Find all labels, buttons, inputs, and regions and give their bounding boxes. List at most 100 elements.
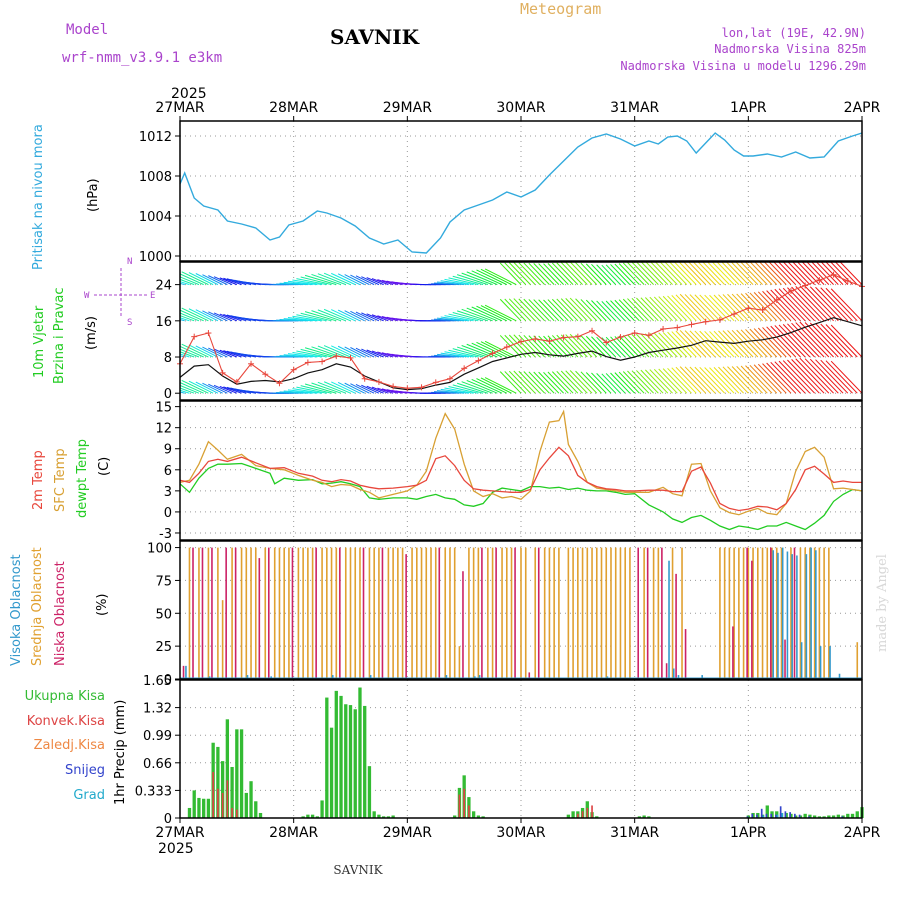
ytick-label-clouds: 75 <box>155 574 172 589</box>
snow-bar <box>751 813 754 818</box>
ytick-label-precip: 0 <box>164 812 172 827</box>
total-precip-bar <box>230 766 234 818</box>
xtick-label-top: 31MAR <box>610 100 659 116</box>
pressure-line <box>179 132 863 254</box>
snow-bar <box>756 814 758 818</box>
total-precip-bar <box>187 807 192 818</box>
temp-ylabel-sfc: SFC Temp <box>53 448 68 512</box>
cloud-ylabel-low: Niska Oblacnost <box>53 561 68 666</box>
total-precip-bar <box>320 800 324 818</box>
dewpoint-line <box>179 462 863 531</box>
total-precip-bar <box>216 746 220 818</box>
total-precip-bar <box>372 811 376 818</box>
total-precip-bar <box>822 816 826 818</box>
total-precip-bar <box>481 816 485 818</box>
xtick-label-top: 28MAR <box>269 100 318 116</box>
total-precip-bar <box>339 695 343 818</box>
total-precip-bar <box>358 687 362 818</box>
xtick-label-bottom: 1APR <box>730 825 767 841</box>
total-precip-bar <box>306 814 310 818</box>
snow-bar <box>794 813 796 818</box>
total-precip-bar <box>344 704 348 818</box>
xtick-label-bottom: 29MAR <box>383 825 432 841</box>
convective-precip-bar <box>577 813 579 818</box>
convective-precip-bar <box>231 807 233 818</box>
xtick-label-top: 30MAR <box>496 100 545 116</box>
ytick-label-temperature: 6 <box>164 464 172 479</box>
legend-freezing-rain: Zaledj.Kisa <box>34 738 105 753</box>
ytick-label-wind: 0 <box>164 387 172 402</box>
ytick-label-wind: 16 <box>155 315 172 330</box>
total-precip-bar <box>197 797 201 818</box>
total-precip-bar <box>377 814 381 818</box>
total-precip-bar <box>386 816 391 818</box>
total-precip-bar <box>476 815 481 818</box>
ytick-label-clouds: 25 <box>155 640 172 655</box>
xtick-label-bottom: 2APR <box>844 825 881 841</box>
ytick-label-wind: 24 <box>155 279 172 294</box>
ytick-label-temperature: 3 <box>164 485 172 500</box>
compass-west: W <box>84 291 90 301</box>
panel-frame-wind <box>179 261 863 401</box>
convective-precip-bar <box>226 780 229 818</box>
legend-convective-rain: Konvek.Kisa <box>27 714 105 729</box>
cloud-ylabel-mid: Srednja Oblacnost <box>30 547 45 666</box>
temp2m-line <box>179 446 862 512</box>
convective-precip-bar <box>458 794 461 818</box>
total-precip-bar <box>637 816 642 818</box>
total-precip-bar <box>642 815 646 818</box>
snow-bar <box>808 816 810 818</box>
ytick-label-pressure: 1004 <box>139 210 172 225</box>
snow-bar <box>765 813 768 818</box>
ytick-label-pressure: 1012 <box>139 130 172 145</box>
convective-precip-bar <box>591 805 593 818</box>
total-precip-bar <box>315 816 320 818</box>
total-precip-bar <box>827 815 831 818</box>
total-precip-bar <box>817 816 822 818</box>
panel-frame-clouds <box>179 540 863 680</box>
total-precip-bar <box>846 813 850 818</box>
xtick-label-top: 1APR <box>730 100 767 116</box>
temp-ylabel-2m: 2m Temp <box>31 450 46 510</box>
compass-east: E <box>150 291 155 301</box>
snow-bar <box>841 816 844 818</box>
total-precip-bar <box>329 727 334 818</box>
cloud-unit: (%) <box>95 594 110 617</box>
year-bottom: 2025 <box>158 841 194 857</box>
footer-station: SAVNIK <box>333 863 383 877</box>
tick-layer: 1000100410081012081624-30369121502550751… <box>135 100 881 841</box>
total-precip-bar <box>254 801 258 818</box>
total-precip-bar <box>249 781 253 818</box>
ytick-label-clouds: 0 <box>164 673 172 688</box>
total-precip-bar <box>391 815 395 818</box>
hail-bar <box>776 814 779 818</box>
total-precip-bar <box>453 815 457 818</box>
compass-north: N <box>127 257 132 267</box>
legend-total-rain: Ukupna Kisa <box>25 689 105 704</box>
total-precip-bar <box>367 766 372 818</box>
snow-bar <box>779 806 782 818</box>
xtick-label-bottom: 31MAR <box>610 825 659 841</box>
xtick-label-top: 27MAR <box>155 100 204 116</box>
total-precip-bar <box>348 705 353 818</box>
ytick-label-pressure: 1000 <box>139 250 172 265</box>
total-precip-bar <box>334 690 338 818</box>
panel-frame-temperature <box>179 400 863 541</box>
ytick-label-temperature: 9 <box>164 443 172 458</box>
precip-ylabel: 1hr Precip (mm) <box>113 700 128 805</box>
sfc-temp-line <box>179 409 863 516</box>
ytick-label-temperature: 15 <box>155 401 172 416</box>
pressure-ylabel: Pritisak na nivou mora <box>31 124 46 270</box>
total-precip-bar <box>647 816 651 818</box>
ytick-label-temperature: 12 <box>155 422 172 437</box>
ytick-label-pressure: 1008 <box>139 170 172 185</box>
snow-bar <box>789 812 791 818</box>
total-precip-bar <box>803 813 807 818</box>
hail-bar <box>781 812 784 818</box>
total-precip-bar <box>220 761 225 818</box>
wind-barbs <box>180 262 862 394</box>
wind-unit: (m/s) <box>84 316 99 350</box>
xtick-label-top: 2APR <box>844 100 881 116</box>
total-precip-bar <box>855 811 859 818</box>
